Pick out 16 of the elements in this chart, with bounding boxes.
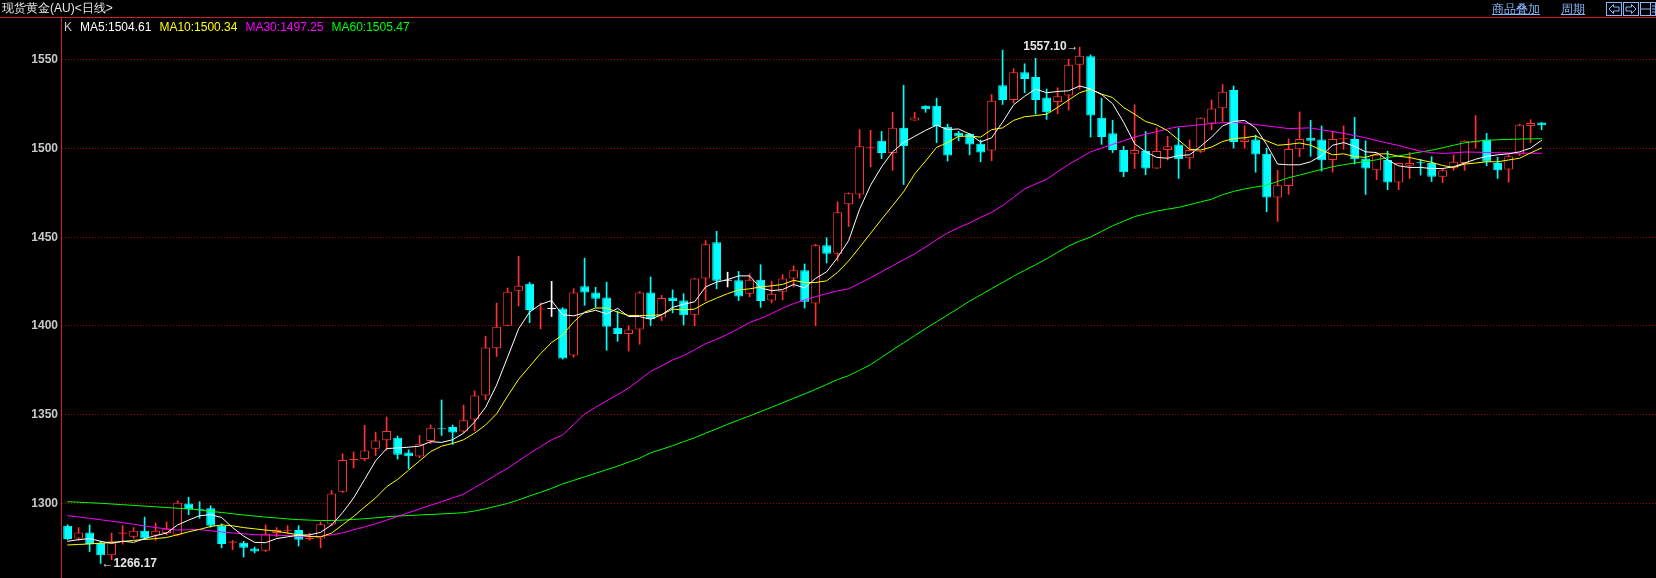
y-tick-label: 1500 — [31, 140, 59, 155]
text: MA30:1497.25 — [245, 20, 324, 35]
text: ←1266.17 — [101, 555, 157, 570]
y-tick-label: 1450 — [31, 229, 59, 244]
text: MA10:1500.34 — [159, 20, 238, 35]
text: MA5:1504.61 — [80, 20, 152, 35]
legend-title: K — [64, 20, 73, 35]
y-tick-label: 1550 — [31, 52, 59, 67]
text: 1557.10→ — [1023, 39, 1079, 54]
text: 商品叠加 — [1492, 1, 1540, 16]
y-tick-label: 1300 — [31, 495, 59, 510]
text: 周期 — [1561, 1, 1585, 16]
y-tick-label: 1400 — [31, 318, 59, 333]
chart-title: 现货黄金(AU)<日线> — [2, 0, 113, 17]
text: MA60:1505.47 — [331, 20, 410, 35]
y-tick-label: 1350 — [31, 407, 59, 422]
